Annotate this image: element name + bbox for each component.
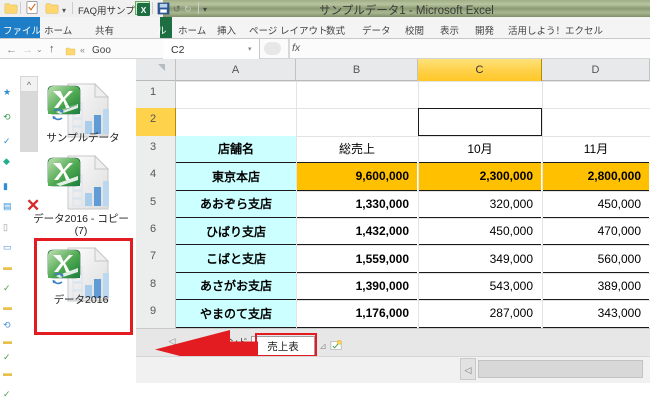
svg-text:X: X	[140, 4, 146, 14]
